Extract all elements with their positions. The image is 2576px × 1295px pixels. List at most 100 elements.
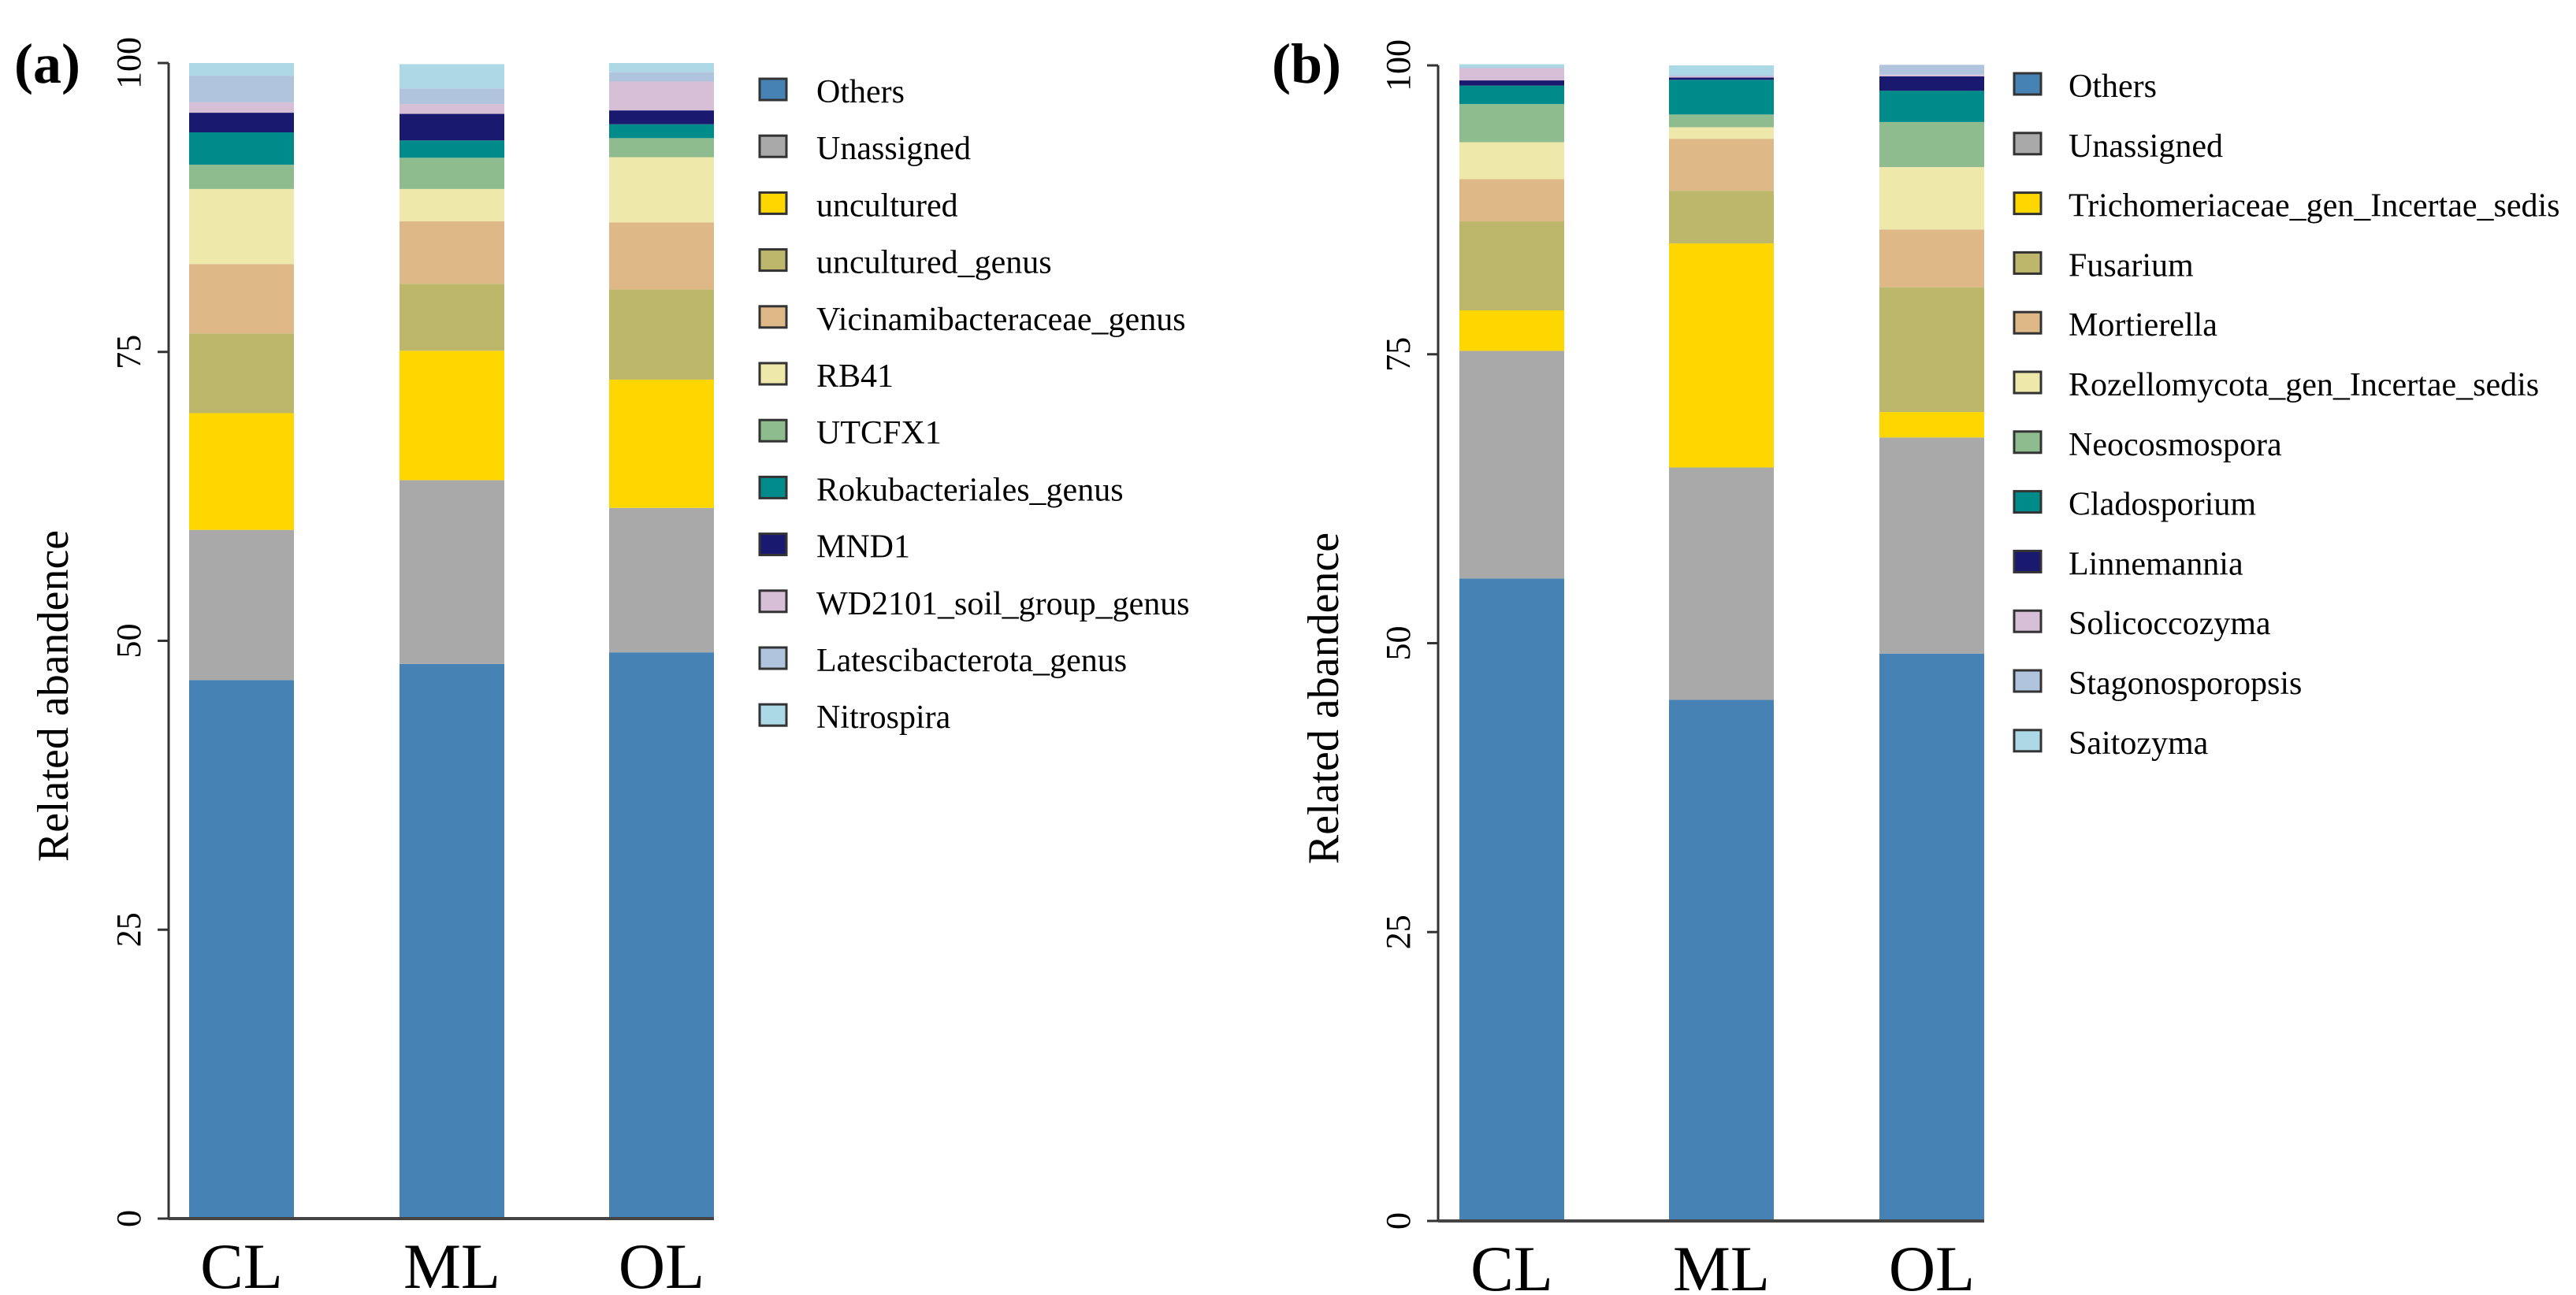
legend-item: Saitozyma — [2013, 725, 2209, 762]
legend-swatch — [758, 191, 788, 215]
bar-segment-WD2101_soil_group_genus — [400, 104, 504, 114]
legend-label: Linnemannia — [2069, 546, 2243, 582]
legend-item: RB41 — [758, 358, 894, 395]
y-tick-label: 50 — [110, 624, 148, 659]
bar-segment-Mortierella — [1879, 229, 1984, 288]
bar-segment-Unassigned — [1669, 467, 1774, 700]
legend-item: Unassigned — [758, 131, 971, 167]
legend: Others Unassigned uncultured uncultured_gen… — [758, 74, 1190, 736]
legend-swatch — [758, 418, 788, 443]
x-tick-label: CL — [1470, 1233, 1553, 1295]
bar-segment-Unassigned — [1459, 351, 1564, 579]
y-axis-title: Related abandence — [29, 530, 78, 862]
legend-swatch — [758, 589, 788, 614]
bar-segment-MND1 — [609, 110, 714, 124]
bar-segment-uncultured_genus — [189, 333, 294, 414]
legend-label: RB41 — [816, 358, 894, 395]
y-tick-label: 50 — [1379, 626, 1418, 661]
bar-segment-uncultured_genus — [609, 289, 714, 380]
legend-swatch — [758, 77, 788, 102]
bar-segment-Fusarium — [1669, 191, 1774, 243]
panel-b: CL ML OL 0 25 50 75 100 Related abandence (b) Othe… — [1272, 32, 2560, 1295]
bar-segment-UTCFX1 — [400, 158, 504, 189]
legend-swatch — [2013, 191, 2043, 216]
bar-stack-ML — [400, 64, 504, 1219]
bar-segment-Unassigned — [609, 507, 714, 653]
y-tick-label: 0 — [1379, 1212, 1418, 1230]
bar-segment-Saitozyma — [1459, 64, 1564, 68]
bar-segment-Mortierella — [1669, 139, 1774, 191]
legend-item: Solicoccozyma — [2013, 606, 2271, 642]
bar-segment-Vicinamibacteraceae_genus — [609, 222, 714, 290]
bar-segment-uncultured — [609, 379, 714, 508]
bar-segment-Cladosporium — [1459, 85, 1564, 105]
bar-segment-Rokubacteriales_genus — [400, 140, 504, 158]
bar-segment-Others — [400, 663, 504, 1219]
panel-label: (a) — [14, 32, 80, 95]
legend-item: WD2101_soil_group_genus — [758, 586, 1190, 622]
legend-label: Vicinamibacteraceae_genus — [816, 302, 1186, 338]
bar-stack-OL — [609, 63, 714, 1219]
bar-segment-uncultured — [400, 351, 504, 481]
legend-swatch — [2013, 250, 2043, 275]
x-tick-label: ML — [403, 1230, 500, 1295]
legend-label: Fusarium — [2069, 247, 2194, 284]
bar-segment-Neocosmospora — [1459, 104, 1564, 143]
bar-segment-Rozellomycota_gen_Incertae_sedis — [1879, 167, 1984, 230]
bar-segment-RB41 — [189, 188, 294, 265]
bar-segment-Nitrospira — [400, 64, 504, 89]
bar-segment-Trichomeriaceae_gen_Incertae_sedis — [1459, 310, 1564, 351]
legend-swatch — [2013, 370, 2043, 395]
legend-label: Rozellomycota_gen_Incertae_sedis — [2069, 367, 2539, 403]
bar-segment-Nitrospira — [609, 63, 714, 72]
bar-segment-Latescibacterota_genus — [189, 76, 294, 102]
legend-label: Others — [2069, 69, 2157, 105]
bar-segment-Linnemannia — [1879, 76, 1984, 91]
legend-swatch — [758, 305, 788, 329]
legend-item: Others — [758, 74, 905, 110]
bar-segment-Fusarium — [1879, 287, 1984, 413]
legend-swatch — [2013, 490, 2043, 514]
bar-segment-Linnemannia — [1459, 80, 1564, 86]
legend-label: Neocosmospora — [2069, 427, 2282, 463]
bar-stack-CL — [189, 63, 294, 1219]
bar-segment-Unassigned — [400, 480, 504, 664]
legend-item: Rokubacteriales_genus — [758, 472, 1124, 508]
x-tick-label: ML — [1673, 1233, 1770, 1295]
bar-segment-uncultured_genus — [400, 284, 504, 351]
x-tick-label: CL — [200, 1230, 283, 1295]
bar-segment-Solicoccozyma — [1459, 68, 1564, 81]
legend-label: Mortierella — [2069, 307, 2217, 343]
bar-segment-UTCFX1 — [189, 165, 294, 189]
bar-segment-Trichomeriaceae_gen_Incertae_sedis — [1669, 243, 1774, 468]
bar-segment-Rokubacteriales_genus — [609, 124, 714, 139]
legend-swatch — [758, 134, 788, 158]
legend-swatch — [2013, 310, 2043, 335]
legend-item: Latescibacterota_genus — [758, 643, 1127, 679]
legend-label: Latescibacterota_genus — [816, 643, 1127, 679]
legend-swatch — [758, 475, 788, 499]
legend-item: Nitrospira — [758, 699, 951, 736]
legend-label: Others — [816, 74, 905, 110]
legend-swatch — [758, 362, 788, 386]
legend-swatch — [758, 703, 788, 727]
bar-segment-Solicoccozyma — [1669, 76, 1774, 78]
y-tick-label: 0 — [110, 1210, 148, 1227]
bar-segment-WD2101_soil_group_genus — [609, 81, 714, 111]
y-tick-label: 75 — [1379, 337, 1418, 372]
legend-swatch — [758, 532, 788, 557]
legend-label: Nitrospira — [816, 699, 951, 736]
bar-segment-Vicinamibacteraceae_genus — [189, 264, 294, 334]
bar-stack-OL — [1879, 65, 1984, 1221]
legend-item: Vicinamibacteraceae_genus — [758, 302, 1186, 338]
bar-segment-Stagonosporopsis — [1879, 65, 1984, 75]
legend-item: uncultured — [758, 187, 958, 224]
bar-segment-Mortierella — [1459, 179, 1564, 222]
bar-segment-Unassigned — [189, 529, 294, 681]
legend-swatch — [758, 646, 788, 670]
legend-label: uncultured — [816, 187, 958, 224]
y-tick-label: 25 — [110, 912, 148, 947]
legend-item: Linnemannia — [2013, 546, 2243, 582]
panel-label: (b) — [1272, 32, 1341, 95]
